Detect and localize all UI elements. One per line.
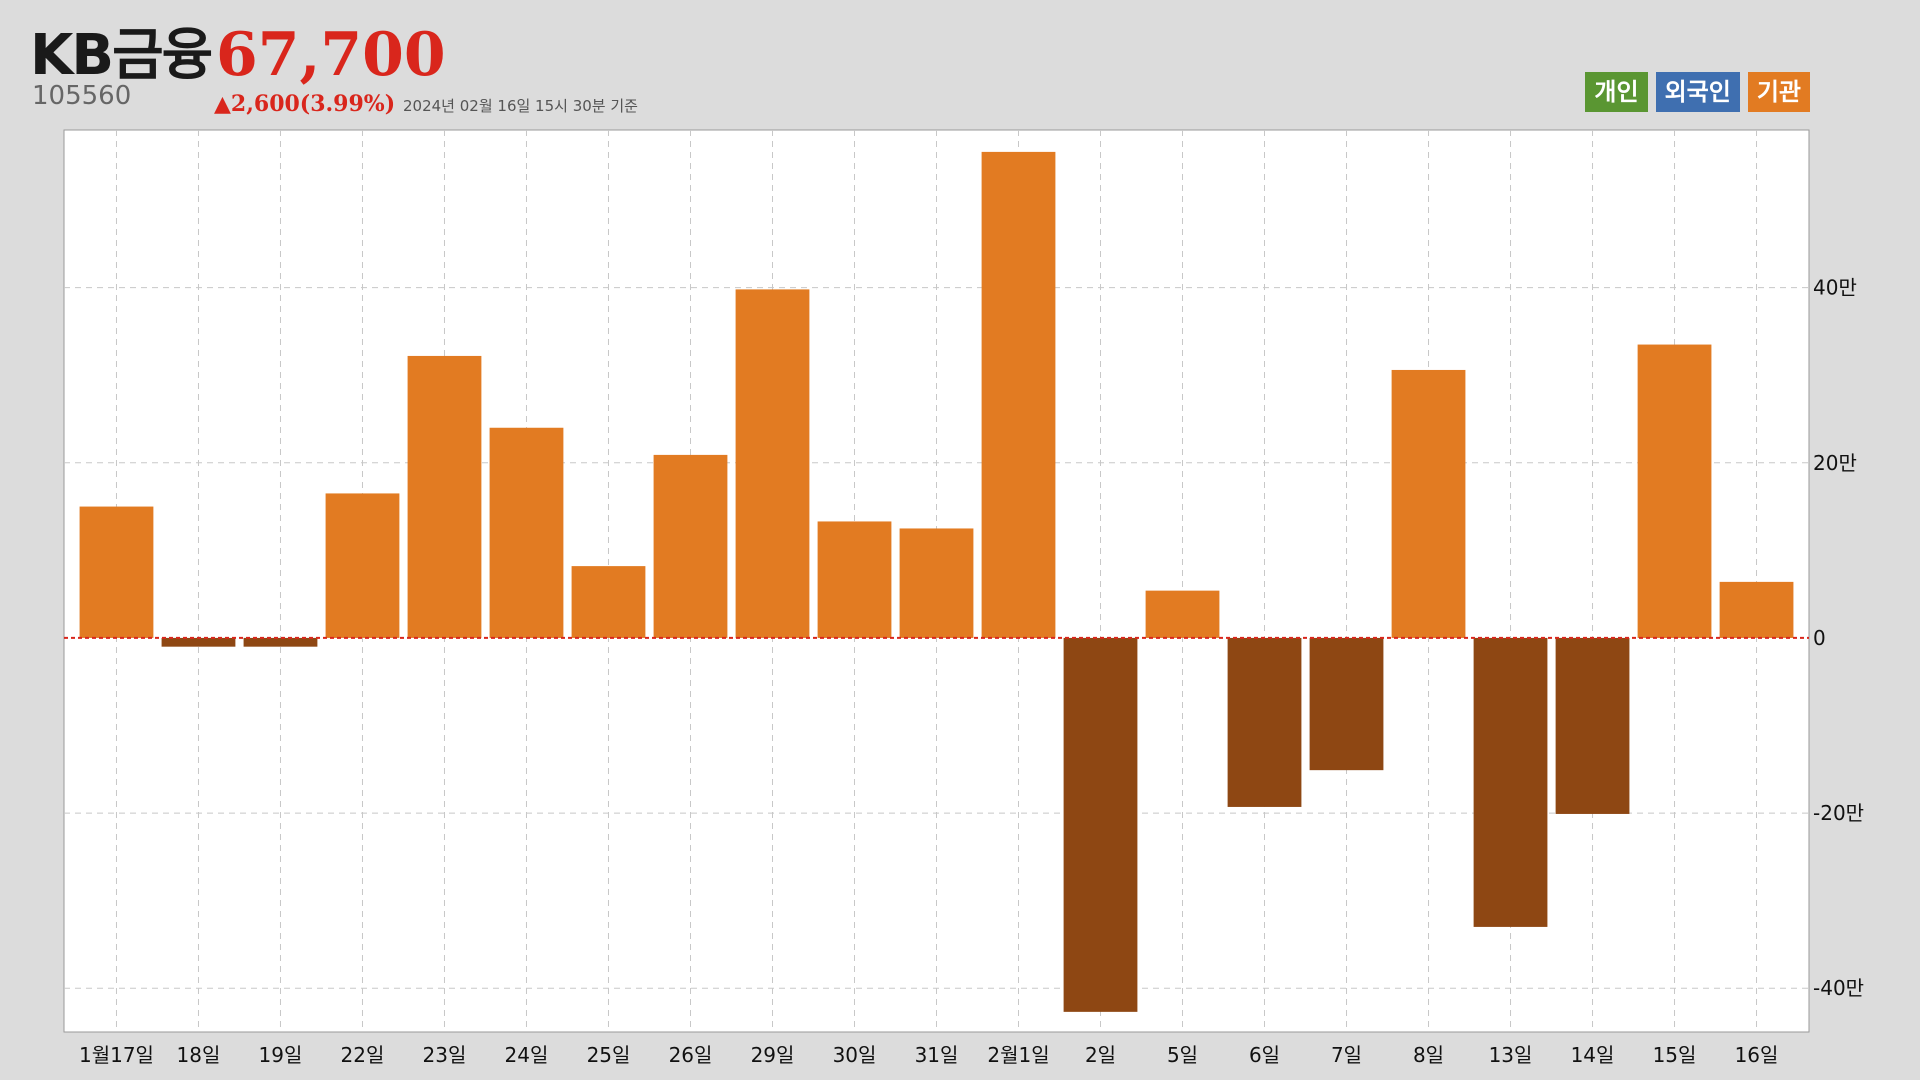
y-axis-labels: -40만 -20만 0 20만 40만 — [1813, 276, 1864, 1001]
y-tick-label: 0 — [1813, 626, 1826, 650]
x-tick-label: 15일 — [1653, 1043, 1697, 1067]
bar-22일[interactable] — [325, 493, 400, 638]
bar-13일[interactable] — [1473, 637, 1548, 927]
bar-8일[interactable] — [1391, 369, 1466, 638]
bar-2월1일[interactable] — [981, 151, 1056, 638]
timestamp: 2024년 02월 16일 15시 30분 기준 — [403, 97, 638, 115]
bar-7일[interactable] — [1309, 637, 1384, 771]
x-tick-label: 24일 — [505, 1043, 549, 1067]
stock-name: KB금융 — [30, 23, 213, 88]
stock-code: 105560 — [32, 81, 132, 111]
bar-29일[interactable] — [735, 289, 810, 638]
legend-foreign[interactable]: 외국인 — [1655, 72, 1740, 112]
y-tick-label: 40만 — [1813, 276, 1857, 300]
legend-institution[interactable]: 기관 — [1747, 72, 1810, 112]
header: KB금융 67,700 105560 ▲2,600(3.99%) 2024년 0… — [0, 0, 1920, 128]
bar-1월17일[interactable] — [79, 506, 154, 638]
bar-18일[interactable] — [161, 637, 236, 647]
x-tick-label: 2일 — [1085, 1043, 1116, 1067]
x-tick-label: 2월1일 — [987, 1043, 1049, 1067]
x-tick-label: 7일 — [1331, 1043, 1362, 1067]
x-tick-label: 5일 — [1167, 1043, 1198, 1067]
x-tick-label: 6일 — [1249, 1043, 1280, 1067]
bar-30일[interactable] — [817, 521, 892, 638]
bar-15일[interactable] — [1637, 344, 1712, 638]
legend: 개인 외국인 기관 — [1585, 72, 1810, 112]
price-change: ▲2,600(3.99%) — [214, 91, 396, 117]
y-tick-label: -40만 — [1813, 976, 1864, 1000]
x-tick-label: 30일 — [833, 1043, 877, 1067]
x-tick-label: 19일 — [259, 1043, 303, 1067]
bar-23일[interactable] — [407, 355, 482, 638]
bar-14일[interactable] — [1555, 637, 1630, 814]
x-tick-label: 14일 — [1571, 1043, 1615, 1067]
bar-31일[interactable] — [899, 528, 974, 638]
x-tick-label: 16일 — [1735, 1043, 1779, 1067]
x-tick-label: 25일 — [587, 1043, 631, 1067]
bar-19일[interactable] — [243, 637, 318, 647]
bar-16일[interactable] — [1719, 581, 1794, 638]
bar-24일[interactable] — [489, 427, 564, 638]
x-tick-label: 26일 — [669, 1043, 713, 1067]
bar-5일[interactable] — [1145, 590, 1220, 638]
x-tick-label: 18일 — [177, 1043, 221, 1067]
bar-6일[interactable] — [1227, 637, 1302, 807]
x-axis-labels: 1월17일 18일 19일 22일 23일 24일 25일 26일 29일 30일 31일 2월1일 2… — [79, 1043, 1778, 1067]
x-tick-label: 13일 — [1489, 1043, 1533, 1067]
x-tick-label: 29일 — [751, 1043, 795, 1067]
y-tick-label: -20만 — [1813, 801, 1864, 825]
stock-price: 67,700 — [216, 20, 446, 90]
x-tick-label: 23일 — [423, 1043, 467, 1067]
x-tick-label: 1월17일 — [79, 1043, 154, 1067]
bar-2일[interactable] — [1063, 637, 1138, 1012]
bars — [79, 151, 1794, 1012]
x-tick-label: 31일 — [915, 1043, 959, 1067]
x-tick-label: 8일 — [1413, 1043, 1444, 1067]
bar-25일[interactable] — [571, 566, 646, 638]
x-tick-label: 22일 — [341, 1043, 385, 1067]
bar-26일[interactable] — [653, 454, 728, 638]
legend-individual[interactable]: 개인 — [1585, 72, 1648, 112]
y-tick-label: 20만 — [1813, 451, 1857, 475]
